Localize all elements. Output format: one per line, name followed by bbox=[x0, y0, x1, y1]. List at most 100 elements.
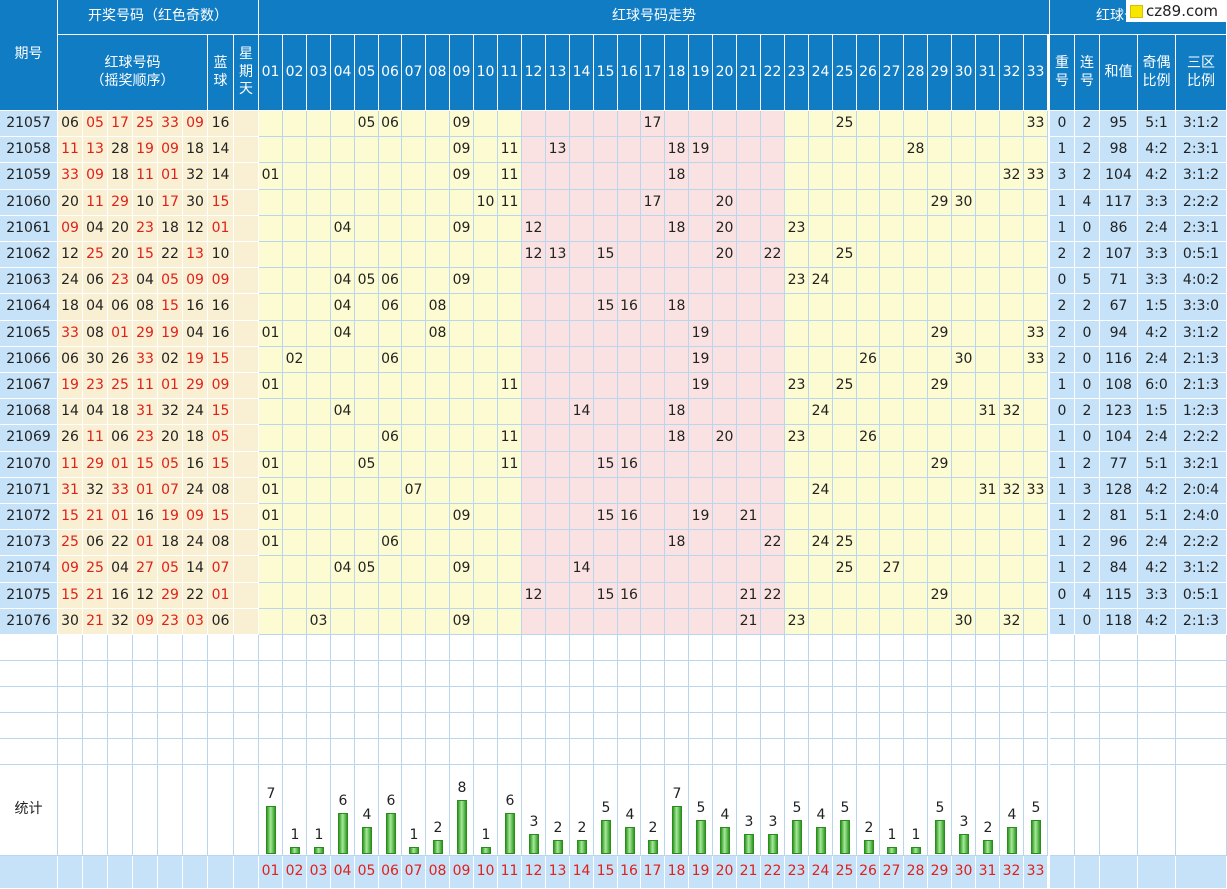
empty-cell bbox=[379, 713, 402, 739]
odd-even-ratio: 5:1 bbox=[1138, 504, 1176, 530]
count-bar bbox=[625, 827, 635, 854]
count-bar bbox=[792, 820, 802, 854]
trend-hit: 12 bbox=[522, 216, 546, 242]
empty-cell bbox=[331, 687, 355, 713]
red-ball: 13 bbox=[183, 242, 208, 268]
empty-cell bbox=[355, 739, 379, 765]
stats-empty bbox=[133, 765, 158, 856]
footer-number: 03 bbox=[307, 856, 331, 889]
trend-cell bbox=[570, 111, 594, 137]
trend-cell bbox=[880, 504, 904, 530]
trend-cell bbox=[379, 373, 402, 399]
trend-cell bbox=[857, 163, 880, 190]
red-ball: 01 bbox=[133, 478, 158, 504]
trend-cell bbox=[665, 504, 689, 530]
count-label: 2 bbox=[864, 820, 874, 836]
odd-even-ratio: 3:3 bbox=[1138, 190, 1176, 216]
blue-ball: 15 bbox=[208, 452, 234, 478]
trend-cell bbox=[952, 137, 976, 163]
trend-cell bbox=[426, 268, 450, 294]
trend-cell bbox=[880, 347, 904, 373]
trend-hit: 24 bbox=[809, 268, 833, 294]
trend-cell bbox=[618, 321, 641, 347]
empty-cell bbox=[546, 661, 570, 687]
trend-hit: 01 bbox=[259, 530, 283, 556]
trend-cell bbox=[785, 452, 809, 478]
trend-hit: 04 bbox=[331, 294, 355, 321]
weekday-cell bbox=[234, 111, 259, 137]
trend-cell bbox=[283, 609, 307, 635]
count-label: 2 bbox=[648, 820, 658, 836]
trend-hit: 05 bbox=[355, 111, 379, 137]
trend-cell bbox=[402, 242, 426, 268]
trend-cell bbox=[426, 111, 450, 137]
empty-cell bbox=[0, 687, 58, 713]
count-label: 1 bbox=[887, 827, 897, 843]
trend-hit: 13 bbox=[546, 242, 570, 268]
red-ball: 20 bbox=[158, 425, 183, 452]
empty-cell bbox=[618, 739, 641, 765]
empty-cell bbox=[689, 739, 713, 765]
empty-cell bbox=[665, 713, 689, 739]
consecutive-count: 2 bbox=[1075, 452, 1100, 478]
empty-cell bbox=[641, 661, 665, 687]
trend-cell bbox=[928, 425, 952, 452]
red-ball: 09 bbox=[58, 556, 83, 583]
count-label: 1 bbox=[911, 827, 921, 843]
red-ball: 01 bbox=[158, 163, 183, 190]
header-draw-group: 开奖号码（红色奇数） bbox=[58, 0, 259, 35]
trend-cell bbox=[570, 478, 594, 504]
empty-cell bbox=[618, 661, 641, 687]
trend-cell bbox=[904, 216, 928, 242]
trend-cell bbox=[880, 242, 904, 268]
trend-cell bbox=[641, 583, 665, 609]
trend-cell bbox=[618, 399, 641, 425]
empty-cell bbox=[307, 687, 331, 713]
trend-cell bbox=[904, 425, 928, 452]
trend-cell bbox=[737, 556, 761, 583]
trend-cell bbox=[809, 373, 833, 399]
trend-cell bbox=[785, 111, 809, 137]
empty-cell bbox=[665, 661, 689, 687]
empty-cell bbox=[158, 713, 183, 739]
three-zone-ratio: 3:1:2 bbox=[1176, 321, 1227, 347]
footer-number: 20 bbox=[713, 856, 737, 889]
header-number-col: 09 bbox=[450, 35, 474, 111]
count-bar bbox=[409, 847, 419, 854]
consecutive-count: 0 bbox=[1075, 347, 1100, 373]
red-ball: 25 bbox=[58, 530, 83, 556]
blue-ball: 14 bbox=[208, 137, 234, 163]
empty-cell bbox=[108, 739, 133, 765]
trend-cell bbox=[474, 583, 498, 609]
weekday-cell bbox=[234, 190, 259, 216]
empty-cell bbox=[833, 687, 857, 713]
site-logo[interactable]: cz89.com bbox=[1126, 0, 1227, 22]
trend-cell bbox=[1024, 242, 1048, 268]
period-cell: 21063 bbox=[0, 268, 58, 294]
footer-number: 08 bbox=[426, 856, 450, 889]
trend-cell bbox=[713, 452, 737, 478]
trend-cell bbox=[809, 242, 833, 268]
trend-cell bbox=[857, 111, 880, 137]
trend-cell bbox=[761, 373, 785, 399]
empty-cell bbox=[618, 635, 641, 661]
trend-hit: 18 bbox=[665, 294, 689, 321]
trend-cell bbox=[618, 347, 641, 373]
blue-ball: 16 bbox=[208, 111, 234, 137]
count-label: 4 bbox=[625, 807, 635, 823]
red-ball: 09 bbox=[133, 609, 158, 635]
consecutive-count: 4 bbox=[1075, 583, 1100, 609]
empty-cell bbox=[785, 739, 809, 765]
footer-number: 23 bbox=[785, 856, 809, 889]
header-number-col: 13 bbox=[546, 35, 570, 111]
empty-cell bbox=[426, 661, 450, 687]
blue-ball: 15 bbox=[208, 399, 234, 425]
red-ball: 29 bbox=[133, 321, 158, 347]
trend-cell bbox=[689, 399, 713, 425]
trend-cell bbox=[355, 478, 379, 504]
empty-cell bbox=[594, 687, 618, 713]
trend-cell bbox=[426, 556, 450, 583]
trend-cell bbox=[857, 321, 880, 347]
odd-even-ratio: 2:4 bbox=[1138, 347, 1176, 373]
consecutive-count: 0 bbox=[1075, 321, 1100, 347]
